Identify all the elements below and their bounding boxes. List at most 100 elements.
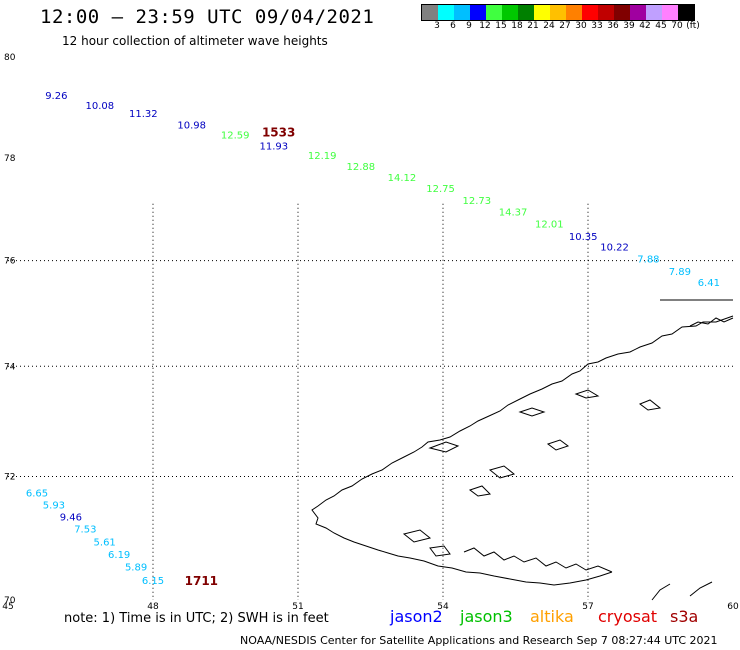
swh-value-label: 5.89: [125, 563, 147, 574]
colorbar-tick-label: 3: [434, 21, 440, 31]
map-title: 12:00 – 23:59 UTC 09/04/2021: [40, 6, 375, 28]
swh-value-label: 7.89: [669, 267, 691, 278]
y-tick-label: 74: [4, 362, 16, 372]
x-tick-label: 48: [147, 602, 159, 612]
colorbar-tick-label: 24: [543, 21, 555, 31]
coastline: [311, 299, 734, 601]
swh-value-label: 12.59: [221, 130, 250, 141]
swh-observations: 9.26 10.08 11.32 10.98 12.59 11.93 12.19 12.88 1…: [26, 91, 720, 587]
axis-tick-labels: 45 48 51 54 57 60 80 78 76 74 72 70: [2, 53, 739, 612]
colorbar-tick-label: 21: [527, 21, 539, 31]
colorbar-swatch: [598, 5, 614, 20]
swh-value-label: 14.12: [388, 173, 417, 184]
graticule: [8, 203, 733, 600]
coastline-segment: [518, 407, 546, 417]
coastline-segment: [689, 317, 734, 327]
swh-value-label: 9.26: [45, 91, 67, 102]
colorbar-tick-label: 12: [479, 21, 491, 31]
swh-value-label: 5.93: [43, 501, 65, 512]
x-tick-label: 60: [727, 602, 739, 612]
x-tick-label: 45: [2, 602, 13, 612]
footer-note: note: 1) Time is in UTC; 2) SWH is in fe…: [64, 611, 329, 626]
pass-time-label: 1533: [262, 125, 295, 139]
colorbar-swatch: [454, 5, 470, 20]
swh-value-label: 10.35: [569, 232, 598, 243]
swh-value-label: 11.32: [129, 109, 158, 120]
colorbar-swatch: [438, 5, 454, 20]
colorbar-tick-label: (ft): [686, 21, 700, 31]
swh-value-label: 10.08: [86, 101, 115, 112]
mission-s3a: s3a: [670, 607, 699, 626]
coastline-segment: [546, 439, 570, 451]
coastline-segment: [402, 529, 432, 543]
swh-value-label: 10.22: [600, 243, 629, 254]
colorbar-tick-label: 15: [495, 21, 507, 31]
coastline-segment: [574, 389, 600, 399]
colorbar-swatch: [550, 5, 566, 20]
swh-value-label: 9.46: [60, 512, 82, 523]
coastline-segment: [468, 485, 492, 497]
swh-value-label: 6.41: [698, 278, 720, 289]
colorbar-swatch: [502, 5, 518, 20]
map-subtitle: 12 hour collection of altimeter wave hei…: [62, 34, 328, 48]
swh-value-label: 12.01: [535, 219, 564, 230]
y-tick-label: 78: [4, 154, 16, 164]
colorbar-swatch: [630, 5, 646, 20]
colorbar-swatch: [662, 5, 678, 20]
pass-time-labels: 1533 1711: [185, 125, 296, 588]
swh-value-label: 5.61: [94, 538, 116, 549]
colorbar-tick-label: 45: [655, 21, 667, 31]
coastline-segment: [463, 547, 613, 573]
mission-cryosat: cryosat: [598, 607, 658, 626]
colorbar-swatch: [518, 5, 534, 20]
swh-value-label: 7.53: [74, 524, 96, 535]
colorbar-swatch: [582, 5, 598, 20]
colorbar-swatch: [646, 5, 662, 20]
swh-value-label: 6.19: [108, 550, 130, 561]
coastline-segment: [311, 315, 734, 586]
swh-value-label: 12.19: [308, 151, 337, 162]
colorbar-swatch: [614, 5, 630, 20]
colorbar-tick-label: 27: [559, 21, 571, 31]
colorbar-tick-label: 36: [607, 21, 619, 31]
mission-altika: altika: [530, 607, 574, 626]
colorbar-tick-label: 33: [591, 21, 603, 31]
colorbar-swatch: [422, 5, 438, 20]
x-tick-label: 51: [292, 602, 303, 612]
wave-height-colorbar: [421, 4, 695, 21]
swh-value-label: 14.37: [499, 208, 528, 219]
coastline-segment: [488, 465, 516, 479]
colorbar-swatch: [678, 5, 694, 20]
coastline-segment: [689, 581, 713, 597]
colorbar-tick-label: 30: [575, 21, 587, 31]
y-tick-label: 76: [4, 257, 16, 267]
colorbar-tick-label: 42: [639, 21, 651, 31]
y-tick-label: 80: [4, 53, 16, 63]
colorbar-tick-label: 9: [466, 21, 472, 31]
swh-value-label: 6.65: [26, 489, 48, 500]
x-tick-label: 54: [437, 602, 449, 612]
swh-value-label: 6.15: [142, 576, 164, 587]
colorbar-tick-label: 6: [450, 21, 456, 31]
y-tick-label: 72: [4, 472, 15, 482]
swh-value-label: 12.73: [463, 196, 492, 207]
credit-line: NOAA/NESDIS Center for Satellite Applica…: [240, 634, 718, 647]
colorbar-swatch: [534, 5, 550, 20]
colorbar-tick-label: 18: [511, 21, 523, 31]
coastline-segment: [428, 441, 460, 453]
swh-value-label: 10.98: [177, 120, 206, 131]
colorbar-swatch: [566, 5, 582, 20]
coastline-segment: [651, 583, 671, 601]
swh-value-label: 12.75: [426, 184, 455, 195]
mission-jason3: jason3: [460, 607, 513, 626]
colorbar-tick-label: 39: [623, 21, 635, 31]
swh-value-label: 7.88: [637, 255, 659, 266]
x-tick-label: 57: [582, 602, 593, 612]
colorbar-tick-label: 70: [671, 21, 683, 31]
coastline-segment: [638, 399, 662, 411]
y-tick-label: 70: [4, 596, 16, 606]
pass-time-label: 1711: [185, 574, 218, 588]
swh-value-label: 12.88: [347, 162, 376, 173]
